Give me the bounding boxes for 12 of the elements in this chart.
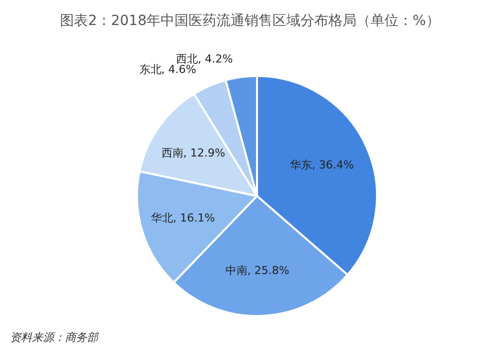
data-label: , 36.4%: [312, 158, 354, 172]
data-label: , 4.2%: [198, 52, 233, 66]
slice-label: 华东: [290, 158, 312, 172]
text: 资料来源：商务部: [10, 330, 98, 345]
slice-label: 东北: [139, 62, 162, 76]
slice-label: 中南: [225, 264, 248, 277]
data-label: , 12.9%: [183, 146, 226, 160]
slice-label: 西南: [161, 146, 184, 160]
data-label: , 16.1%: [173, 211, 215, 224]
chart-title: 图表2：2018年中国医药流通销售区域分布格局（单位：%）: [59, 12, 441, 30]
data-label: , 25.8%: [247, 264, 290, 277]
slice-label: 华北: [151, 211, 174, 224]
